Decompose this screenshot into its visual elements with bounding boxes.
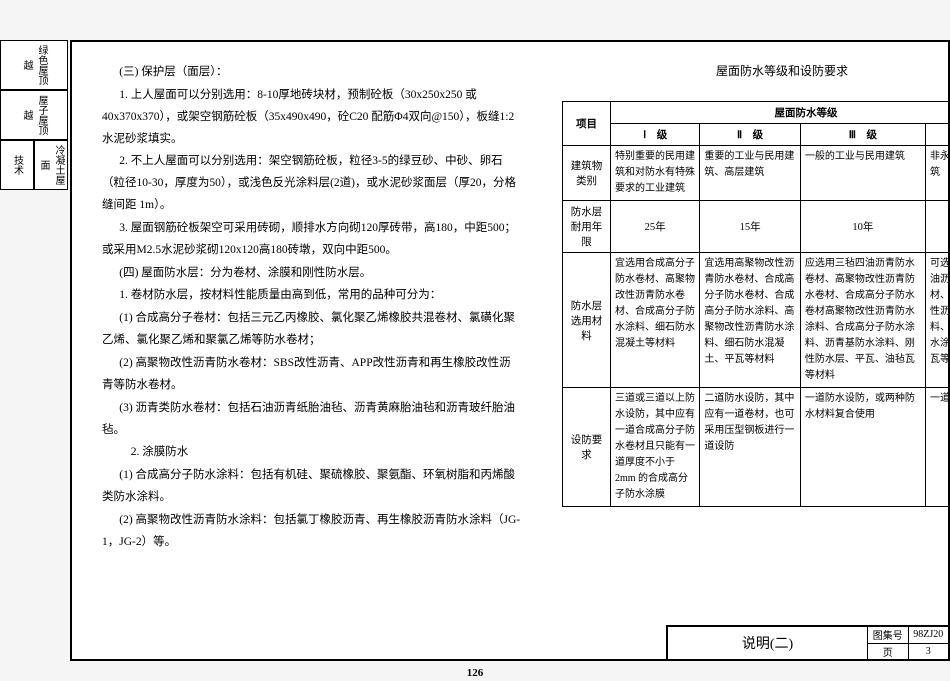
para-4: 1. 卷材防水层，按材料性能质量由高到低，常用的品种可分为： [102,285,522,307]
para-8: 2. 涂膜防水 [102,442,522,464]
para-9: (1) 合成高分子防水涂料：包括有机硅、聚硫橡胶、聚氨酯、环氧树脂和丙烯酸类防水… [102,465,522,509]
side-tabs: 绿色屋顶越 屋子屋顶越 技术 冷凝土屋面 [0,40,68,190]
row2-c4: 5年 [925,201,950,253]
sheet-meta: 图集号 98ZJ20 页 3 [868,627,948,659]
tab-1a: 绿色屋顶越 [0,40,68,90]
page-frame: (三) 保护层（面层）： 1. 上人屋面可以分别选用：8-10厚地砖块材，预制砼… [70,40,950,661]
row4-c1: 三道或三道以上防水设防，其中应有一道合成高分子防水卷材且只能有一道厚度不小于 2… [611,388,700,507]
page-label: 页 [868,644,909,660]
waterproof-grades-table: 项目 屋面防水等级 Ⅰ 级 Ⅱ 级 Ⅲ 级 Ⅳ 级 建筑物类别 特别重要的民用建… [562,101,950,507]
row4-header: 设防要求 [563,388,611,507]
th-col-3: Ⅲ 级 [800,124,925,146]
th-col-4: Ⅳ 级 [925,124,950,146]
table-number: 表1 [562,83,950,99]
para-1: 1. 上人屋面可以分别选用：8-10厚地砖块材，预制砼板（30x250x250 … [102,85,522,151]
para-6: (2) 高聚物改性沥青防水卷材：SBS改性沥青、APP改性沥青和再生橡胶改性沥青… [102,353,522,397]
row2-header: 防水层耐用年限 [563,201,611,253]
row2-c1: 25年 [611,201,700,253]
section-4-heading: (四) 屋面防水层：分为卷材、涂膜和刚性防水层。 [102,263,522,285]
page-number: 126 [467,667,484,679]
right-table-column: 屋面防水等级和设防要求 表1 项目 屋面防水等级 Ⅰ 级 Ⅱ 级 Ⅲ 级 Ⅳ 级… [562,62,950,507]
row1-c4: 非永久性的建筑 [925,146,950,201]
set-value: 98ZJ20 [909,627,949,643]
tab-3b: 冷凝土屋面 [34,140,68,190]
row3-c4: 可选用二毡三油沥青防水卷材、高聚物改性沥青防水涂料、沥青基防水涂料、波形瓦等材料 [925,253,950,388]
row3-c3: 应选用三毡四油沥青防水卷材、高聚物改性沥青防水卷材、合成高分子防水卷材高聚物改性… [800,253,925,388]
page-value: 3 [909,644,949,660]
sheet-title: 说明(二) [668,627,868,659]
row1-c2: 重要的工业与民用建筑、高层建筑 [700,146,800,201]
row1-c3: 一般的工业与民用建筑 [800,146,925,201]
row1-header: 建筑物类别 [563,146,611,201]
row4-c3: 一道防水设防，或两种防水材料复合使用 [800,388,925,507]
title-block: 说明(二) 图集号 98ZJ20 页 3 [666,625,948,659]
para-3: 3. 屋面钢筋砼板架空可采用砖砌，顺排水方向砌120厚砖带，高180，中距500… [102,218,522,262]
row3-header: 防水层选用材料 [563,253,611,388]
row4-c2: 二道防水设防，其中应有一道卷材，也可采用压型钢板进行一道设防 [700,388,800,507]
row2-c2: 15年 [700,201,800,253]
row2-c3: 10年 [800,201,925,253]
para-10: (2) 高聚物改性沥青防水涂料：包括氯丁橡胶沥青、再生橡胶沥青防水涂料（JG-1… [102,510,522,554]
th-col-2: Ⅱ 级 [700,124,800,146]
left-text-column: (三) 保护层（面层）： 1. 上人屋面可以分别选用：8-10厚地砖块材，预制砼… [102,62,522,555]
para-7: (3) 沥青类防水卷材：包括石油沥青纸胎油毡、沥青黄麻胎油毡和沥青玻纤胎油毡。 [102,398,522,442]
set-label: 图集号 [868,627,909,643]
para-5: (1) 合成高分子卷材：包括三元乙丙橡胶、氯化聚乙烯橡胶共混卷材、氯磺化聚乙烯、… [102,308,522,352]
section-3-heading: (三) 保护层（面层）： [102,62,522,84]
table-caption: 屋面防水等级和设防要求 [562,62,950,79]
th-item: 项目 [563,102,611,146]
tab-2a: 屋子屋顶越 [0,90,68,140]
th-col-1: Ⅰ 级 [611,124,700,146]
row1-c1: 特别重要的民用建筑和对防水有特殊要求的工业建筑 [611,146,700,201]
para-2: 2. 不上人屋面可以分别选用：架空钢筋砼板，粒径3-5的绿豆砂、中砂、卵石（粒径… [102,151,522,217]
th-group: 屋面防水等级 [611,102,950,124]
tab-3a: 技术 [0,140,34,190]
row4-c4: 一道防水设防 [925,388,950,507]
row3-c2: 宜选用高聚物改性沥青防水卷材、合成高分子防水卷材、合成高分子防水涂料、高聚物改性… [700,253,800,388]
row3-c1: 宜选用合成高分子防水卷材、高聚物改性沥青防水卷材、合成高分子防水涂料、细石防水混… [611,253,700,388]
